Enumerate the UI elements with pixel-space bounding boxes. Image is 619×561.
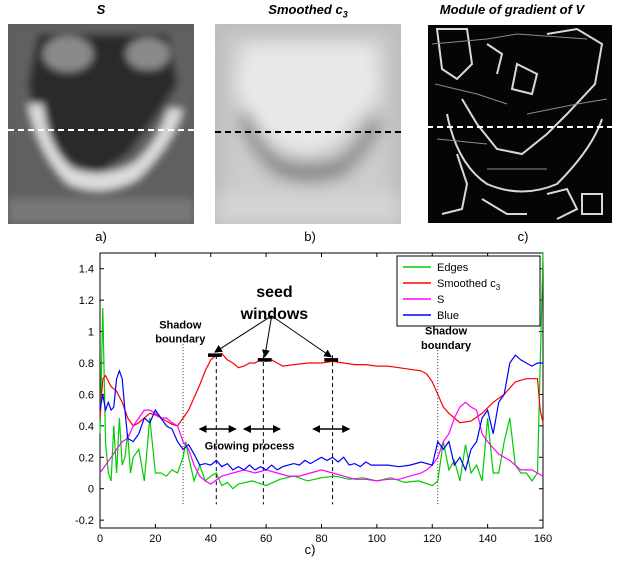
y-tick-label: 1.2 [79, 295, 94, 307]
annotation-text: Shadow [159, 319, 202, 331]
legend-label: S [437, 294, 444, 306]
chart-legend: Edges Smoothed c3 S Blue [396, 255, 541, 327]
y-tick-label: 0.8 [79, 358, 94, 370]
chart-guides [182, 344, 439, 505]
x-tick-label: 20 [149, 533, 161, 545]
legend-label: Blue [437, 310, 459, 322]
series-line-s [99, 401, 544, 485]
annotation-text: boundary [421, 340, 472, 352]
seed-callout-arrow [214, 315, 272, 353]
y-tick-label: -0.2 [75, 515, 94, 527]
x-tick-label: 60 [260, 533, 272, 545]
panel-b-image [215, 24, 401, 224]
panel-a-letter: a) [95, 229, 107, 244]
y-tick-label: 0.2 [79, 452, 94, 464]
y-tick-label: 0.6 [79, 389, 94, 401]
x-tick-label: 40 [205, 533, 217, 545]
panel-b-title-main: Smoothed c [268, 2, 343, 17]
y-tick-label: 0 [88, 484, 94, 496]
annotation-text: windows [240, 306, 309, 323]
line-chart: 0 20 40 60 80 100 120 140 160-0.200.20.40.60.811… [75, 252, 552, 557]
x-tick-label: 160 [534, 533, 552, 545]
legend-label: Smoothed c3 [437, 278, 501, 292]
chart-annotations: seed windows Shadow boundary Shadow boundary G… [155, 284, 472, 452]
annotation-text: Shadow [425, 326, 468, 338]
y-tick-label: 1.4 [79, 264, 94, 276]
legend-label: Edges [437, 262, 469, 274]
y-tick-label: 1 [88, 327, 94, 339]
panel-c-image [427, 24, 613, 224]
x-tick-label: 80 [315, 533, 327, 545]
panel-a-image [8, 24, 194, 224]
y-tick-label: 0.4 [79, 421, 94, 433]
panel-b-title: Smoothed c3 [215, 2, 401, 20]
seed-callout-arrow [271, 315, 333, 358]
annotation-text: boundary [155, 334, 206, 346]
seed-callout-arrow [261, 315, 273, 358]
panel-c-title: Module of gradient of V [439, 2, 585, 17]
x-axis-label: c) [305, 542, 316, 557]
x-tick-label: 140 [478, 533, 496, 545]
panel-b-letter: b) [304, 229, 316, 244]
x-tick-label: 0 [97, 533, 103, 545]
panel-b-title-sub: 3 [342, 9, 348, 20]
series-line-smoothed-c3 [99, 352, 544, 427]
annotation-text: Growing process [205, 440, 295, 452]
panel-a-title: S [96, 2, 106, 17]
series-line-blue [99, 354, 543, 472]
chart-axes: 0 20 40 60 80 100 120 140 160-0.200.20.40.60.811… [75, 252, 552, 545]
x-tick-label: 100 [368, 533, 386, 545]
panel-c-letter: c) [517, 229, 529, 244]
annotation-text: seed [256, 284, 292, 301]
series-line-edges [99, 252, 544, 490]
x-tick-label: 120 [423, 533, 441, 545]
